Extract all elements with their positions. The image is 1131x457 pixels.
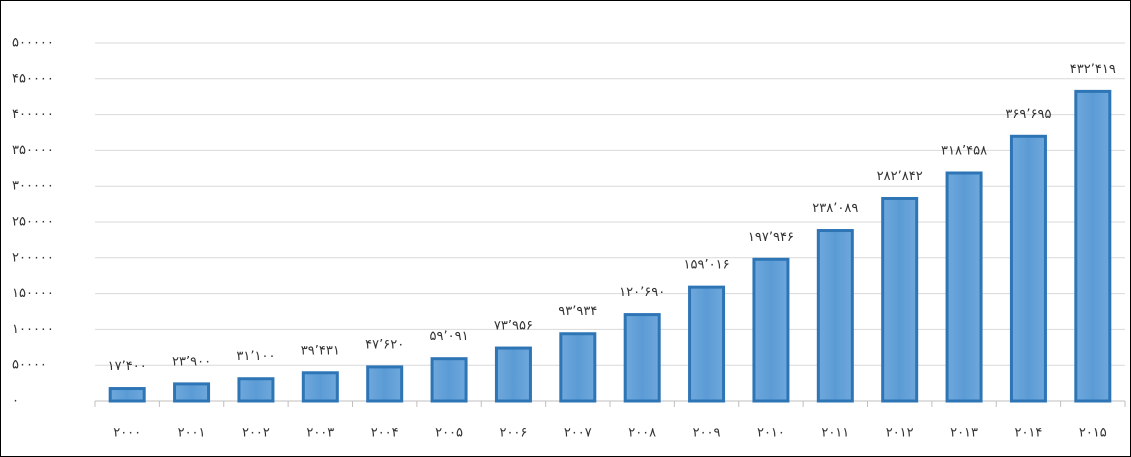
bar (752, 257, 790, 403)
bar (366, 365, 404, 403)
x-tick-label: ۲۰۱۳ (950, 426, 978, 441)
bar (430, 357, 468, 403)
x-tick-label: ۲۰۱۴ (1014, 426, 1042, 441)
y-tick-label: ۳۵۰۰۰۰ (12, 143, 54, 158)
bar (1009, 134, 1047, 403)
value-label: ۴۳۲٬۴۱۹ (1070, 62, 1116, 77)
bar (237, 377, 275, 403)
y-tick-label: ۱۵۰۰۰۰ (12, 286, 54, 301)
bar (1074, 89, 1112, 403)
bar (108, 387, 146, 403)
x-tick-label: ۲۰۰۹ (693, 426, 721, 441)
x-tick-label: ۲۰۰۶ (499, 426, 527, 441)
bar (301, 371, 339, 403)
value-label: ۲۳٬۹۰۰ (172, 354, 211, 369)
bar (623, 313, 661, 403)
x-tick-label: ۲۰۰۵ (435, 426, 463, 441)
value-label: ۴۷٬۶۲۰ (365, 337, 404, 352)
y-tick-label: ۲۵۰۰۰۰ (12, 215, 54, 230)
value-label: ۹۳٬۹۳۴ (558, 304, 597, 319)
value-label: ۳۱۸٬۴۵۸ (941, 143, 987, 158)
value-label: ۱۹۷٬۹۴۶ (748, 230, 794, 245)
value-label: ۳۶۹٬۶۹۵ (1005, 107, 1051, 122)
x-tick-label: ۲۰۱۱ (821, 426, 849, 441)
y-tick-label: ۴۰۰۰۰۰ (12, 107, 54, 122)
value-label: ۷۳٬۹۵۶ (494, 319, 533, 334)
x-tick-label: ۲۰۰۰ (113, 426, 141, 441)
value-label: ۱۵۹٬۰۱۶ (684, 258, 730, 273)
x-tick-label: ۲۰۰۷ (564, 426, 592, 441)
x-tick-label: ۲۰۰۸ (628, 426, 656, 441)
x-tick-label: ۲۰۰۲ (242, 426, 270, 441)
y-tick-label: ۵۰۰۰۰ (12, 358, 47, 373)
bar (945, 171, 983, 403)
x-tick-label: ۲۰۱۰ (757, 426, 785, 441)
bar (173, 382, 211, 403)
x-tick-label: ۲۰۱۵ (1079, 426, 1107, 441)
value-label: ۲۸۲٬۸۴۲ (877, 169, 923, 184)
bar (559, 332, 597, 403)
value-label: ۵۹٬۰۹۱ (430, 329, 469, 344)
y-tick-label: ۰ (12, 394, 19, 409)
x-tick-label: ۲۰۰۳ (306, 426, 334, 441)
bar (881, 196, 919, 403)
value-label: ۳۹٬۴۳۱ (301, 343, 340, 358)
y-tick-label: ۳۰۰۰۰۰ (12, 179, 54, 194)
bar (816, 229, 854, 403)
y-tick-label: ۵۰۰۰۰۰ (12, 36, 54, 51)
value-label: ۲۳۸٬۰۸۹ (812, 201, 858, 216)
bar (494, 346, 532, 403)
x-tick-label: ۲۰۱۲ (886, 426, 914, 441)
bar (688, 285, 726, 403)
y-tick-label: ۲۰۰۰۰۰ (12, 250, 54, 265)
value-label: ۱۲۰٬۶۹۰ (619, 285, 665, 300)
x-tick-label: ۲۰۰۴ (371, 426, 399, 441)
value-label: ۱۷٬۴۰۰ (108, 359, 147, 374)
value-label: ۳۱٬۱۰۰ (236, 349, 275, 364)
x-tick-label: ۲۰۰۱ (178, 426, 206, 441)
y-tick-label: ۱۰۰۰۰۰ (12, 322, 54, 337)
y-tick-label: ۴۵۰۰۰۰ (12, 71, 54, 86)
